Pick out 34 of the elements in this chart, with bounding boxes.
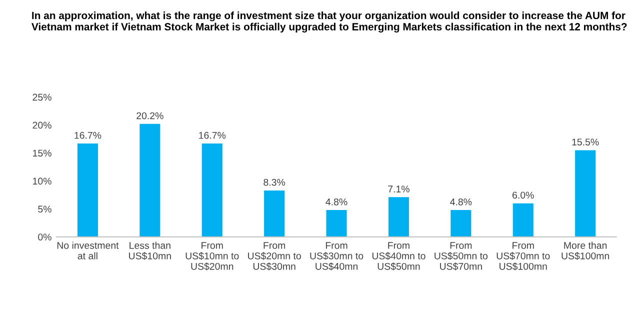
x-tick-label: From US$30mn to US$40mn xyxy=(310,242,364,270)
data-label: 20.2% xyxy=(136,112,164,120)
x-tick-label: More than US$100mn xyxy=(562,242,610,260)
bar xyxy=(512,203,534,237)
x-tick-label: From US$50mn to US$70mn xyxy=(434,242,488,270)
bar xyxy=(575,150,596,237)
x-tick-label: From US$20mn to US$30mn xyxy=(248,242,301,270)
x-tick-label: From US$40mn to US$50mn xyxy=(372,242,426,270)
data-label: 16.7% xyxy=(74,132,102,139)
y-tick-label: 25% xyxy=(32,94,52,101)
y-tick-label: 20% xyxy=(32,122,52,129)
data-label: 6.0% xyxy=(512,192,534,199)
bar xyxy=(388,197,409,237)
x-tick-label: From US$10mn to US$20mn xyxy=(186,242,239,270)
chart-title: In an approximation, what is the range of investment size that your organization would consider to increase the AUM for Vietnam market if Vietnam Stock Market is officially upgraded to Emerging Markets classification in the next 12 months? xyxy=(32,12,627,33)
x-tick-label: No investment at all xyxy=(57,242,119,260)
data-label: 8.3% xyxy=(264,178,286,186)
bar xyxy=(77,143,98,237)
data-label: 7.1% xyxy=(388,186,410,192)
bar xyxy=(450,210,472,237)
y-tick-label: 5% xyxy=(38,206,52,213)
data-label: 16.7% xyxy=(199,132,226,139)
data-label: 15.5% xyxy=(572,138,599,146)
y-tick-label: 10% xyxy=(33,178,52,185)
y-tick-label: 0% xyxy=(38,234,52,240)
x-tick-label: From US$70mn to US$100mn xyxy=(496,242,550,270)
bar xyxy=(264,190,285,237)
x-tick-label: Less than US$10mn xyxy=(129,242,171,260)
bar xyxy=(326,210,347,237)
data-label: 4.8% xyxy=(326,198,348,206)
y-tick-label: 15% xyxy=(33,150,52,157)
bar xyxy=(202,143,222,237)
data-label: 4.8% xyxy=(450,198,472,206)
bar xyxy=(140,124,160,237)
